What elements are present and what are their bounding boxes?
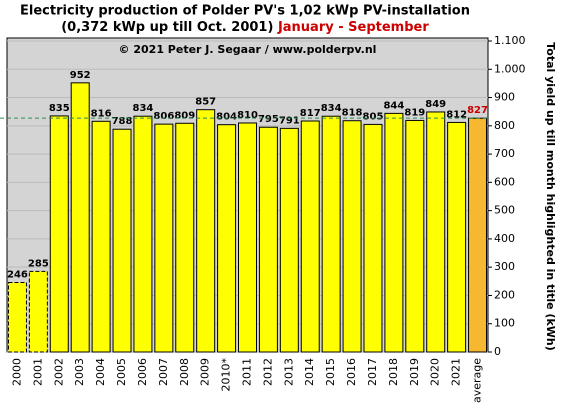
y-tick-label: 300 <box>494 260 515 273</box>
bar <box>384 112 404 353</box>
y-tick-label: 800 <box>494 119 515 132</box>
value-label: 835 <box>49 103 70 114</box>
x-tick-label: 2007 <box>157 358 170 386</box>
y-axis-label: Total yield up till month highlighted in… <box>544 42 557 351</box>
x-tick-label: 2013 <box>282 358 295 386</box>
x-tick-label: 2016 <box>345 358 358 386</box>
value-label: 817 <box>300 108 321 119</box>
chart-title: Electricity production of Polder PV's 1,… <box>20 4 470 19</box>
value-label: 788 <box>112 116 133 127</box>
x-tick-label: 2003 <box>73 358 86 386</box>
value-label: 857 <box>195 97 216 108</box>
y-tick-label: 1.000 <box>494 62 526 75</box>
value-label: 816 <box>91 108 112 119</box>
value-label: 810 <box>237 110 258 121</box>
x-tick-label: 2019 <box>408 358 421 386</box>
value-label: 804 <box>216 112 237 123</box>
y-tick-label: 200 <box>494 288 515 301</box>
bar <box>133 115 153 353</box>
value-label: 849 <box>425 99 446 110</box>
value-label: 285 <box>28 258 49 269</box>
x-tick-label: 2006 <box>136 358 149 386</box>
y-tick-label: 700 <box>494 147 515 160</box>
x-tick-label: average <box>471 358 484 403</box>
bar <box>258 126 278 353</box>
x-tick-label: 2002 <box>52 358 65 386</box>
y-tick-label: 500 <box>494 204 515 217</box>
bar <box>28 270 48 353</box>
bar <box>91 120 111 353</box>
value-label: 805 <box>363 111 384 122</box>
y-tick-label: 400 <box>494 232 515 245</box>
value-label: 952 <box>70 70 91 81</box>
x-tick-label: 2000 <box>10 358 23 386</box>
bar <box>238 122 257 353</box>
x-tick-label: 2001 <box>31 358 44 386</box>
value-label: 827 <box>467 105 488 116</box>
value-label: 795 <box>258 114 279 125</box>
value-label: 809 <box>174 110 195 121</box>
subtitle: © 2021 Peter J. Segaar / www.polderpv.nl <box>119 43 377 56</box>
bar <box>7 281 27 353</box>
bar <box>112 128 132 353</box>
bar <box>363 123 383 353</box>
y-tick-label: 600 <box>494 175 515 188</box>
bar <box>175 122 195 353</box>
bar <box>49 115 69 353</box>
x-tick-label: 2009 <box>199 358 212 386</box>
x-tick-label: 2005 <box>115 358 128 386</box>
y-tick-label: 900 <box>494 91 515 104</box>
bar <box>405 119 425 353</box>
x-tick-label: 2012 <box>261 358 274 386</box>
x-tick-label: 2015 <box>324 358 337 386</box>
bar <box>154 123 174 353</box>
bar <box>342 120 362 353</box>
bar <box>300 120 320 353</box>
x-tick-label: 2020 <box>429 358 442 386</box>
x-tick-label: 2014 <box>303 358 316 386</box>
y-tick-label: 0 <box>494 345 501 358</box>
value-label: 791 <box>279 115 300 126</box>
x-tick-label: 2017 <box>366 358 379 386</box>
value-label: 818 <box>342 108 363 119</box>
bar <box>321 115 341 353</box>
value-label: 806 <box>153 111 174 122</box>
title-highlight: January - September <box>277 20 429 35</box>
bar <box>468 117 488 353</box>
value-label: 819 <box>404 107 425 118</box>
title-part: (0,372 kWp up till Oct. 2001) <box>61 20 273 35</box>
bar <box>447 121 467 353</box>
y-tick-label: 100 <box>494 317 515 330</box>
value-label: 246 <box>7 269 28 280</box>
bar <box>426 111 446 353</box>
value-label: 844 <box>383 100 404 111</box>
bar <box>196 109 216 353</box>
y-tick-label: 1.100 <box>494 34 526 47</box>
value-label: 834 <box>321 103 342 114</box>
x-tick-label: 2021 <box>450 358 463 386</box>
x-tick-label: 2008 <box>178 358 191 386</box>
chart-title-line2: (0,372 kWp up till Oct. 2001) January - … <box>61 20 429 35</box>
x-tick-label: 2010* <box>220 358 233 392</box>
bar <box>70 82 90 353</box>
value-label: 812 <box>446 109 467 120</box>
bar <box>217 124 237 353</box>
value-label: 834 <box>132 103 153 114</box>
bar <box>279 127 299 353</box>
x-tick-label: 2004 <box>94 358 107 386</box>
x-tick-label: 2018 <box>387 358 400 386</box>
x-tick-label: 2011 <box>241 358 254 386</box>
